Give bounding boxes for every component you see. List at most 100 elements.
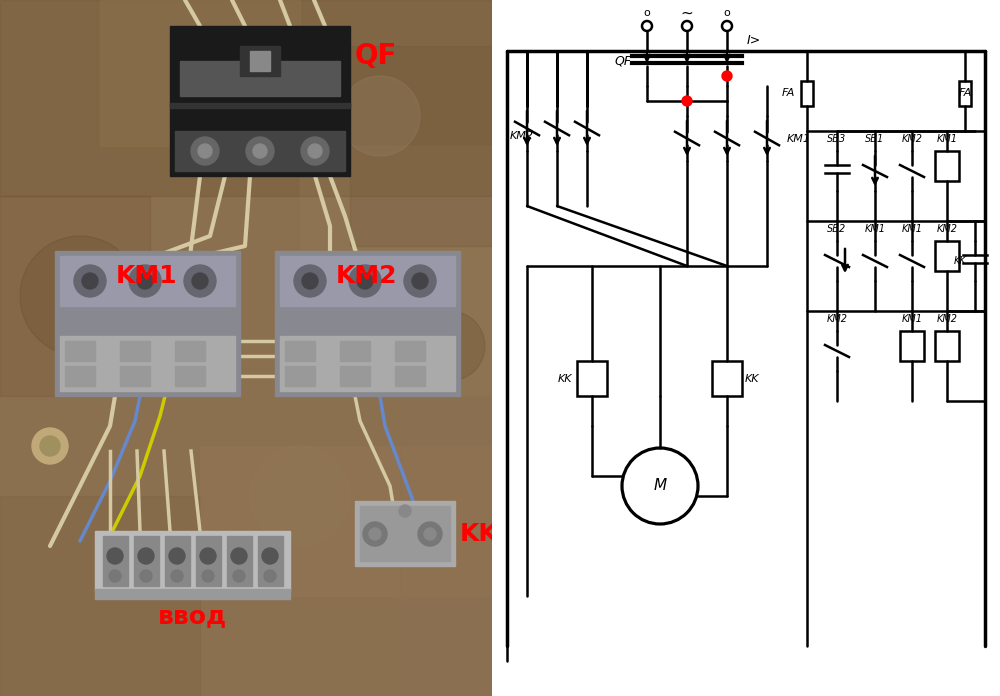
Text: KK: KK [460,522,499,546]
Text: QF: QF [615,54,632,68]
Circle shape [682,96,692,106]
Bar [170,103,350,108]
Bar [170,26,350,176]
Bar [285,366,315,386]
Bar [280,256,455,306]
Bar [65,366,95,386]
Bar [340,341,370,361]
Circle shape [302,273,318,289]
Bar [95,531,290,591]
Text: ~: ~ [681,6,693,20]
Bar [65,341,95,361]
Text: SB2: SB2 [827,224,847,234]
Circle shape [308,144,322,158]
Bar [0,196,150,396]
Text: FA: FA [958,88,972,98]
Text: KM1: KM1 [902,314,922,324]
Circle shape [404,265,436,297]
Bar [134,536,159,586]
Bar [200,446,492,596]
Text: KM1: KM1 [116,264,178,288]
Text: SB3: SB3 [827,134,847,144]
Bar [959,81,971,106]
Bar [900,331,924,361]
Text: FA: FA [782,88,795,98]
Bar [180,61,340,96]
Circle shape [32,428,68,464]
Bar [280,336,455,391]
Bar [258,536,283,586]
Circle shape [301,137,329,165]
Bar [55,251,240,396]
Circle shape [184,265,216,297]
Text: KM2: KM2 [902,134,922,144]
Circle shape [200,548,216,564]
Text: KK: KK [954,256,966,266]
Circle shape [262,548,278,564]
Circle shape [415,311,485,381]
Bar [935,151,959,181]
Bar [801,81,813,106]
Circle shape [399,505,411,517]
Text: ввод: ввод [157,604,227,628]
Circle shape [202,570,214,582]
Circle shape [129,265,161,297]
Bar [0,0,492,196]
Text: I>: I> [747,35,761,47]
Circle shape [231,548,247,564]
Circle shape [294,265,326,297]
Bar [240,46,280,76]
Circle shape [109,570,121,582]
Text: KM1: KM1 [902,224,922,234]
Circle shape [424,528,436,540]
Bar [175,341,205,361]
Bar [935,241,959,271]
Bar [175,131,345,171]
Circle shape [722,71,732,81]
Text: SB1: SB1 [865,134,885,144]
Text: KM2: KM2 [826,314,848,324]
Bar [95,589,290,599]
Bar [196,536,221,586]
Circle shape [20,236,140,356]
Text: KM1: KM1 [936,134,958,144]
Circle shape [250,446,350,546]
Bar [577,361,607,396]
Bar [935,331,959,361]
Circle shape [418,522,442,546]
Circle shape [253,144,267,158]
Text: KM2: KM2 [936,314,958,324]
Text: KM1: KM1 [787,134,811,144]
Text: KM2: KM2 [936,224,958,234]
Bar [0,496,200,696]
Circle shape [82,273,98,289]
Circle shape [357,273,373,289]
Text: KK: KK [558,374,572,384]
Circle shape [169,548,185,564]
Circle shape [246,137,274,165]
Bar [250,51,270,71]
Circle shape [363,522,387,546]
Bar [60,336,235,391]
Bar [355,501,455,566]
Bar [103,536,128,586]
Circle shape [138,548,154,564]
Bar [120,366,150,386]
Bar [120,341,150,361]
Circle shape [140,570,152,582]
Bar [350,46,492,246]
Circle shape [264,570,276,582]
Text: QF: QF [355,42,397,70]
Bar [300,146,492,396]
Bar [60,256,235,306]
Circle shape [369,528,381,540]
Text: o: o [724,8,730,18]
Circle shape [233,570,245,582]
Bar [360,506,450,561]
Text: KM1: KM1 [864,224,886,234]
Bar [275,251,460,396]
Bar [227,536,252,586]
Circle shape [137,273,153,289]
Circle shape [412,273,428,289]
Bar [100,0,300,146]
